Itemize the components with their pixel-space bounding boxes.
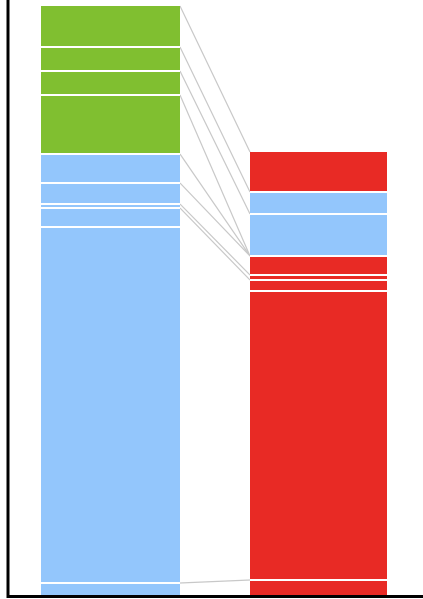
stacked-bars: [41, 6, 387, 595]
bar-1-segment-5: [41, 154, 180, 183]
bar-2-segment-7: [250, 291, 387, 580]
link-lines: [179, 5, 251, 584]
link-line-2: [179, 46, 251, 193]
bar-2-segment-5: [250, 275, 387, 280]
bar-1-segment-2: [41, 47, 180, 71]
bar-1-segment-7: [41, 204, 180, 208]
link-line-1: [179, 5, 251, 153]
bar-1-segment-8: [41, 208, 180, 227]
link-line-7: [179, 203, 251, 276]
link-line-9: [179, 579, 251, 584]
bar-2-segment-1: [250, 152, 387, 192]
link-line-5: [179, 153, 251, 257]
bar-1-segment-6: [41, 183, 180, 204]
link-line-6: [179, 182, 251, 257]
bar-2-segment-3: [250, 214, 387, 256]
bar-2-segment-6: [250, 280, 387, 291]
bar-1-segment-1: [41, 6, 180, 47]
bar-1-segment-9: [41, 227, 180, 583]
link-line-4: [179, 94, 251, 257]
bar-2-segment-2: [250, 192, 387, 214]
bar-2-segment-4: [250, 256, 387, 275]
link-line-8: [179, 207, 251, 281]
bar-1-segment-10: [41, 583, 180, 595]
bar-1-segment-3: [41, 71, 180, 95]
bar-2-segment-8: [250, 580, 387, 595]
bar-1-segment-4: [41, 95, 180, 154]
link-line-3: [179, 70, 251, 215]
